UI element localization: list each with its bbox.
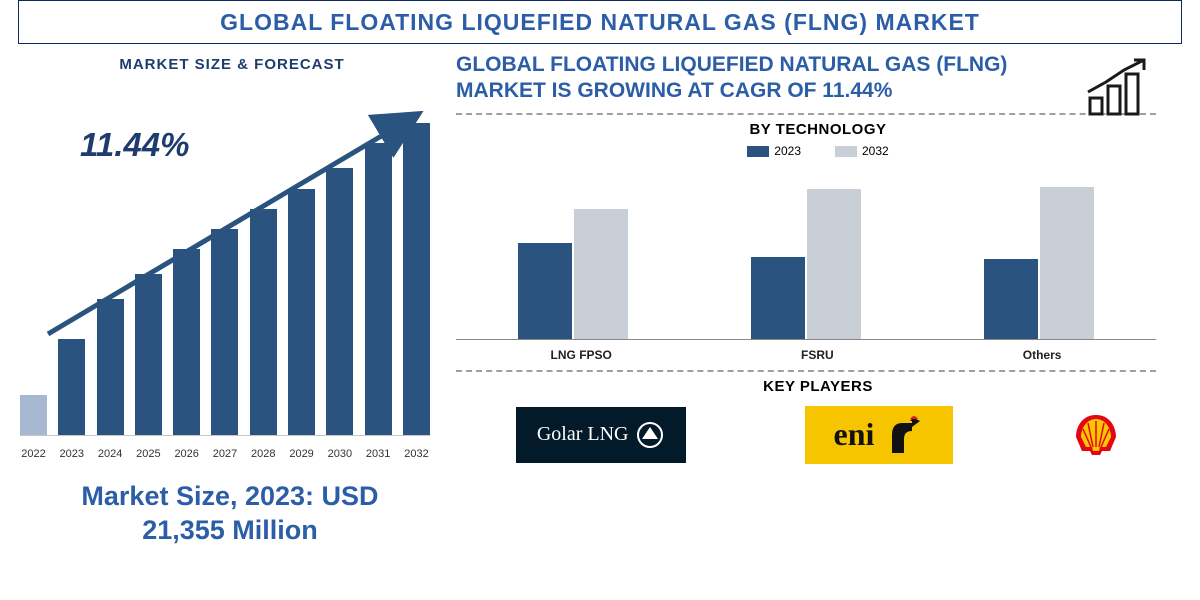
- forecast-bar: [58, 339, 85, 435]
- forecast-subtitle: MARKET SIZE & FORECAST: [18, 56, 446, 73]
- legend-label-2032: 2032: [862, 144, 889, 158]
- forecast-year-label: 2029: [288, 448, 315, 460]
- forecast-bar: [403, 123, 430, 435]
- tech-bar-group: [984, 187, 1094, 339]
- forecast-bar: [326, 168, 353, 435]
- market-size-text: Market Size, 2023: USD 21,355 Million: [20, 480, 440, 548]
- tech-legend: 2023 2032: [456, 144, 1180, 158]
- cagr-headline: GLOBAL FLOATING LIQUEFIED NATURAL GAS (F…: [456, 52, 1016, 105]
- tech-grouped-bar-chart: LNG FPSO FSRU Others: [456, 166, 1156, 362]
- legend-label-2023: 2023: [774, 144, 801, 158]
- forecast-year-label: 2024: [97, 448, 124, 460]
- tech-category-label: Others: [1023, 348, 1062, 362]
- forecast-bar: [20, 395, 47, 435]
- forecast-year-label: 2031: [365, 448, 392, 460]
- forecast-bar: [97, 299, 124, 435]
- legend-item-2032: 2032: [835, 144, 889, 158]
- tech-bar: [574, 209, 628, 339]
- dashed-divider: [456, 113, 1156, 115]
- forecast-bar: [250, 209, 277, 435]
- forecast-year-label: 2028: [250, 448, 277, 460]
- tech-category-label: FSRU: [801, 348, 834, 362]
- main-layout: MARKET SIZE & FORECAST 11.44% 2022202320…: [0, 50, 1200, 590]
- tech-bar-group: [751, 189, 861, 339]
- golar-flag-icon: [636, 421, 664, 449]
- eni-logo: eni: [805, 406, 953, 464]
- tech-category-labels: LNG FPSO FSRU Others: [456, 348, 1156, 362]
- market-size-line2: 21,355 Million: [142, 515, 318, 545]
- key-players-row: Golar LNG eni: [456, 401, 1180, 469]
- forecast-bar: [135, 274, 162, 435]
- tech-bar: [807, 189, 861, 339]
- key-players-label: KEY PLAYERS: [456, 378, 1180, 395]
- tech-bar: [518, 243, 572, 339]
- forecast-year-label: 2025: [135, 448, 162, 460]
- legend-swatch-2032: [835, 146, 857, 157]
- eni-dog-icon: [884, 413, 924, 457]
- page-title: GLOBAL FLOATING LIQUEFIED NATURAL GAS (F…: [220, 9, 980, 36]
- forecast-year-labels: 2022 2023 2024 2025 2026 2027 2028 2029 2030 2031…: [20, 448, 430, 460]
- legend-item-2023: 2023: [747, 144, 801, 158]
- forecast-year-label: 2027: [211, 448, 238, 460]
- forecast-bar-chart: 2022 2023 2024 2025 2026 2027 2028 2029 2030 2031…: [20, 104, 430, 464]
- shell-logo-icon: [1072, 411, 1120, 459]
- forecast-bar: [173, 249, 200, 435]
- golar-lng-logo: Golar LNG: [516, 407, 686, 463]
- forecast-bar: [288, 189, 315, 435]
- legend-swatch-2023: [747, 146, 769, 157]
- by-technology-label: BY TECHNOLOGY: [456, 121, 1180, 138]
- left-panel: MARKET SIZE & FORECAST 11.44% 2022202320…: [10, 50, 450, 590]
- title-bar: GLOBAL FLOATING LIQUEFIED NATURAL GAS (F…: [18, 0, 1182, 44]
- forecast-year-label: 2022: [20, 448, 47, 460]
- tech-bars-container: [456, 170, 1156, 340]
- forecast-bar: [365, 143, 392, 435]
- forecast-year-label: 2023: [58, 448, 85, 460]
- market-size-line1: Market Size, 2023: USD: [81, 481, 378, 511]
- forecast-year-label: 2032: [403, 448, 430, 460]
- forecast-bars-container: [20, 104, 430, 436]
- forecast-year-label: 2026: [173, 448, 200, 460]
- tech-bar-group: [518, 209, 628, 339]
- right-panel: GLOBAL FLOATING LIQUEFIED NATURAL GAS (F…: [450, 50, 1190, 590]
- forecast-bar: [211, 229, 238, 435]
- growth-chart-icon: [1084, 56, 1160, 120]
- forecast-year-label: 2030: [326, 448, 353, 460]
- dashed-divider: [456, 370, 1156, 372]
- tech-bar: [1040, 187, 1094, 339]
- golar-logo-text: Golar LNG: [537, 423, 629, 446]
- tech-bar: [751, 257, 805, 339]
- tech-bar: [984, 259, 1038, 339]
- tech-category-label: LNG FPSO: [551, 348, 612, 362]
- eni-logo-text: eni: [834, 416, 875, 453]
